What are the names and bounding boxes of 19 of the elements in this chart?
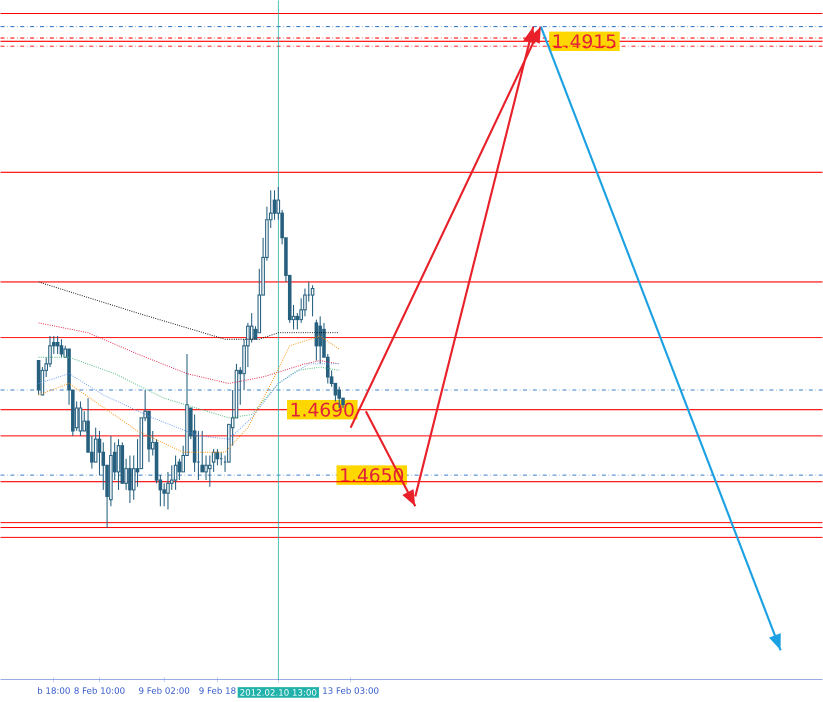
x-tick-label: b 18:00 [38,687,70,694]
x-tick-label: 9 Feb 18 [199,687,236,694]
candlestick [310,284,314,317]
candlestick [60,338,64,358]
candlestick [296,312,300,330]
candlestick [56,335,60,354]
x-tick-label: 13 Feb 03:00 [323,687,378,694]
candlestick [174,454,178,490]
candlestick [314,319,318,362]
ref-line-label: 1.4690 [292,402,354,417]
candlestick [250,312,254,344]
x-tick-label: 8 Feb 10:00 [74,687,125,694]
candlestick [216,448,220,466]
x-tick-label: 9 Feb 02:00 [139,687,190,694]
candlestick [318,316,322,364]
candlestick [78,400,82,436]
x-tick-label: 2012.02.10 13:00 [240,689,316,696]
candlestick [128,454,132,504]
ref-line-label: 1.4915 [554,34,616,48]
